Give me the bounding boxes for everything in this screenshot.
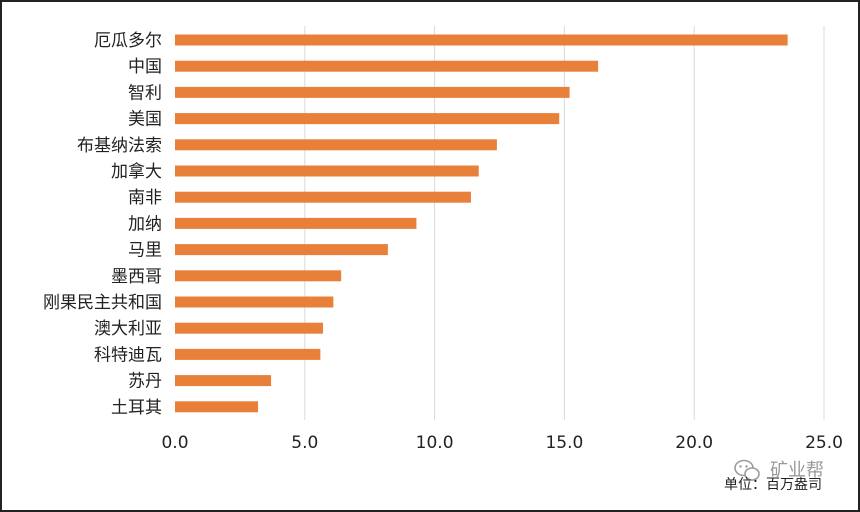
category-label: 布基纳法索 — [77, 136, 162, 156]
category-label: 刚果民主共和国 — [43, 293, 162, 313]
bar — [175, 348, 321, 360]
category-label: 墨西哥 — [111, 267, 162, 287]
category-label: 马里 — [128, 241, 162, 261]
watermark-text: 矿业帮 — [770, 460, 824, 481]
bar — [175, 244, 388, 256]
category-labels: 厄瓜多尔中国智利美国布基纳法索加拿大南非加纳马里墨西哥刚果民主共和国澳大利亚科特… — [43, 31, 162, 418]
unit-label: 单位：百万盎司 — [724, 477, 822, 493]
x-tick-label: 5.0 — [291, 433, 318, 453]
x-tick-label: 15.0 — [545, 433, 583, 453]
bar — [175, 191, 471, 203]
category-label: 美国 — [128, 110, 162, 130]
x-tick-label: 0.0 — [161, 433, 188, 453]
category-label: 科特迪瓦 — [94, 345, 162, 365]
category-label: 加纳 — [128, 214, 162, 234]
category-label: 智利 — [128, 83, 162, 103]
category-label: 土耳其 — [111, 398, 162, 418]
wechat-icon — [734, 459, 760, 481]
bar — [175, 270, 342, 282]
x-tick-labels: 0.0 5.0 10.0 15.0 20.0 25.0 — [161, 433, 842, 453]
bar — [175, 86, 570, 98]
watermark: 矿业帮 — [734, 459, 824, 481]
bar — [175, 296, 334, 308]
category-label: 苏丹 — [128, 372, 162, 392]
bar — [175, 401, 259, 413]
bar — [175, 322, 323, 334]
category-label: 南非 — [128, 188, 162, 208]
bar — [175, 60, 599, 72]
category-label: 中国 — [128, 57, 162, 77]
bar — [175, 34, 788, 46]
x-tick-label: 10.0 — [416, 433, 454, 453]
category-label: 厄瓜多尔 — [94, 31, 162, 51]
bar — [175, 165, 479, 177]
bar — [175, 375, 272, 387]
bars — [175, 34, 788, 413]
category-label: 澳大利亚 — [94, 319, 162, 339]
bar — [175, 113, 560, 125]
x-tick-label: 20.0 — [675, 433, 713, 453]
bar — [175, 139, 497, 151]
bar — [175, 217, 417, 229]
category-label: 加拿大 — [111, 161, 162, 182]
x-tick-label: 25.0 — [805, 433, 843, 453]
